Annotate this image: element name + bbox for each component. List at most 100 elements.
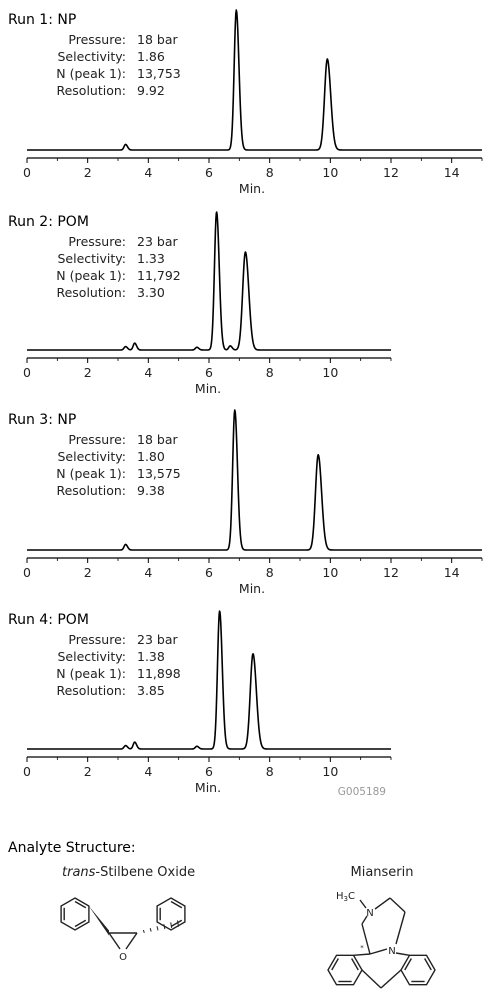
info-label: Pressure:	[68, 32, 126, 47]
info-value: 23 bar	[137, 632, 178, 647]
chart-title: Run 2: POM	[8, 214, 89, 230]
phenyl-left	[60, 897, 90, 931]
benzene-right	[400, 954, 436, 986]
x-tick-label: 2	[84, 165, 92, 180]
compound2-name: Mianserin	[350, 865, 413, 880]
info-label: N (peak 1):	[56, 466, 126, 481]
bond	[369, 948, 388, 955]
double-bond	[404, 958, 412, 971]
info-label: N (peak 1):	[56, 268, 126, 283]
hash-bond	[149, 928, 152, 932]
info-label: Pressure:	[68, 432, 126, 447]
benzene-left	[327, 954, 363, 986]
info-value: 3.30	[137, 285, 165, 300]
info-label: Selectivity:	[57, 449, 126, 464]
compound1-name-rest: -Stilbene Oxide	[95, 865, 195, 880]
double-bond	[331, 958, 339, 971]
atom-label-o: O	[119, 952, 127, 963]
info-value: 1.86	[137, 49, 165, 64]
x-tick-label: 0	[23, 365, 31, 380]
x-tick-label: 10	[322, 365, 338, 380]
info-label: Selectivity:	[57, 649, 126, 664]
compound1-name: trans-Stilbene Oxide	[62, 865, 195, 880]
atom-subscript-3: 3	[344, 895, 348, 903]
atom-label-n1: N	[366, 908, 373, 919]
x-tick-label: 8	[266, 565, 274, 580]
bond	[380, 969, 402, 989]
chart-title: Run 3: NP	[8, 412, 76, 428]
double-bond	[74, 919, 87, 928]
atom-label-h3c: H3C	[336, 891, 355, 903]
info-value: 3.85	[137, 683, 165, 698]
info-value: 1.38	[137, 649, 165, 664]
compound1-structure: O	[60, 897, 186, 963]
info-label: Selectivity:	[57, 251, 126, 266]
x-tick-label: 4	[144, 365, 152, 380]
x-tick-label: 6	[205, 764, 213, 779]
bond	[353, 953, 371, 956]
ring-bonds	[60, 897, 90, 931]
compound1-name-italic: trans	[62, 865, 96, 880]
bond	[361, 923, 371, 955]
info-label: N (peak 1):	[56, 66, 126, 81]
x-axis-label: Min.	[195, 780, 221, 795]
x-axis-label: Min.	[239, 581, 265, 596]
ring-bonds	[400, 954, 436, 986]
chromatogram-run-3: Run 3: NP Pressure: 18 bar Selectivity: 1.80…	[8, 409, 483, 596]
bond	[395, 952, 410, 956]
x-tick-label: 0	[23, 165, 31, 180]
bond	[395, 911, 406, 945]
chromatogram-trace	[26, 211, 392, 351]
x-tick-label: 12	[383, 565, 399, 580]
info-value: 9.38	[137, 483, 165, 498]
hash-bond	[156, 926, 159, 931]
x-tick-label: 8	[266, 764, 274, 779]
figure-code: G005189	[338, 786, 386, 798]
info-label: Resolution:	[56, 83, 126, 98]
x-tick-label: 2	[84, 365, 92, 380]
x-axis-label: Min.	[195, 381, 221, 396]
info-value: 13,753	[137, 66, 181, 81]
x-tick-label: 4	[144, 165, 152, 180]
x-tick-label: 0	[23, 565, 31, 580]
chart-title: Run 4: POM	[8, 612, 89, 628]
info-value: 1.33	[137, 251, 165, 266]
x-tick-label: 6	[205, 365, 213, 380]
info-value: 13,575	[137, 466, 181, 481]
x-tick-label: 12	[383, 165, 399, 180]
phenyl-right	[156, 897, 186, 931]
hash-bond	[177, 920, 180, 927]
double-bond	[170, 919, 183, 928]
x-tick-label: 6	[205, 165, 213, 180]
x-tick-label: 4	[144, 565, 152, 580]
chart-title: Run 1: NP	[8, 12, 76, 28]
wedge-bond	[88, 906, 109, 936]
info-label: Resolution:	[56, 285, 126, 300]
chromatogram-trace	[26, 9, 483, 151]
structures-heading: Analyte Structure:	[8, 840, 136, 856]
x-axis-label: Min.	[239, 181, 265, 196]
bond	[359, 899, 367, 909]
ring-bonds	[156, 897, 186, 931]
double-bond	[351, 958, 359, 971]
chromatogram-trace	[26, 409, 483, 551]
hash-bond	[142, 929, 145, 933]
double-bond	[170, 900, 183, 909]
chromatogram-run-2: Run 2: POM Pressure: 23 bar Selectivity: 1.3…	[8, 211, 392, 396]
info-value: 18 bar	[137, 432, 178, 447]
x-tick-label: 14	[444, 165, 460, 180]
bond	[108, 932, 121, 950]
info-value: 1.80	[137, 449, 165, 464]
chromatogram-trace	[26, 610, 392, 750]
x-tick-label: 8	[266, 165, 274, 180]
info-label: Pressure:	[68, 234, 126, 249]
info-value: 9.92	[137, 83, 165, 98]
bond	[361, 915, 368, 925]
ring-bonds	[327, 954, 363, 986]
hash-bond	[170, 922, 173, 929]
bond	[374, 897, 391, 910]
atom-c: C	[348, 891, 355, 902]
atom-h: H	[336, 891, 344, 902]
info-label: Selectivity:	[57, 49, 126, 64]
